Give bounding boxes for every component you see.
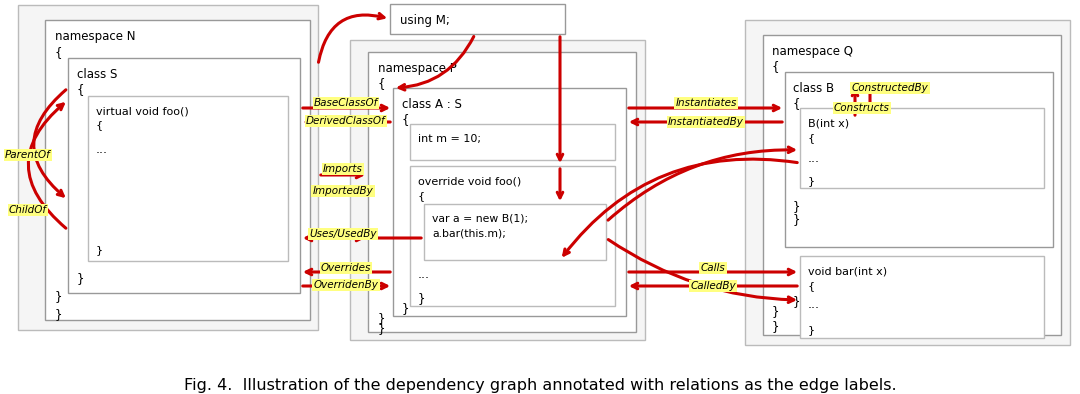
Text: class S: class S xyxy=(77,68,118,81)
Bar xyxy=(350,40,645,340)
Text: {: { xyxy=(793,97,800,110)
Text: Constructs: Constructs xyxy=(834,103,890,113)
Text: }: } xyxy=(772,320,780,333)
Bar xyxy=(800,108,1044,188)
Bar xyxy=(410,124,615,160)
Text: Fig. 4.  Illustration of the dependency graph annotated with relations as the ed: Fig. 4. Illustration of the dependency g… xyxy=(184,378,896,393)
Bar xyxy=(785,72,1053,247)
Bar xyxy=(45,20,310,320)
Text: namespace Q: namespace Q xyxy=(772,45,853,58)
Text: }: } xyxy=(418,292,426,305)
Text: }: } xyxy=(808,325,815,335)
Text: }: } xyxy=(55,308,63,321)
Bar xyxy=(800,256,1044,338)
Text: {: { xyxy=(378,77,386,90)
Text: {: { xyxy=(772,60,780,73)
Text: int m = 10;: int m = 10; xyxy=(418,134,481,144)
Text: {: { xyxy=(808,133,815,143)
Bar xyxy=(68,58,300,293)
Text: }: } xyxy=(77,272,84,285)
Text: }: } xyxy=(378,312,386,325)
Bar xyxy=(393,88,626,316)
Text: }: } xyxy=(402,302,409,315)
Text: var a = new B(1);: var a = new B(1); xyxy=(432,213,528,223)
Text: Uses/UsedBy: Uses/UsedBy xyxy=(309,229,377,239)
Text: ...: ... xyxy=(808,298,820,311)
Text: }: } xyxy=(793,213,800,226)
Bar xyxy=(18,5,318,330)
Text: }: } xyxy=(808,176,815,186)
Text: }: } xyxy=(772,305,780,318)
Text: void bar(int x): void bar(int x) xyxy=(808,266,887,276)
Bar xyxy=(87,96,288,261)
Text: Overrides: Overrides xyxy=(321,263,372,273)
Bar xyxy=(424,204,606,260)
Text: Imports: Imports xyxy=(323,164,363,174)
Text: {: { xyxy=(402,113,409,126)
Text: ChildOf: ChildOf xyxy=(9,205,48,215)
Text: ConstructedBy: ConstructedBy xyxy=(852,83,929,93)
Text: B(int x): B(int x) xyxy=(808,118,849,128)
Text: {: { xyxy=(808,281,815,291)
Text: {: { xyxy=(77,83,84,96)
Text: ImportedBy: ImportedBy xyxy=(312,186,374,196)
Text: OverridenBy: OverridenBy xyxy=(313,280,378,290)
Text: class B: class B xyxy=(793,82,834,95)
Bar xyxy=(390,4,565,34)
Text: virtual void foo(): virtual void foo() xyxy=(96,106,189,116)
Text: CalledBy: CalledBy xyxy=(690,281,735,291)
Text: class A : S: class A : S xyxy=(402,98,462,111)
Text: {: { xyxy=(96,120,103,130)
Text: override void foo(): override void foo() xyxy=(418,176,522,186)
Text: a.bar(this.m);: a.bar(this.m); xyxy=(432,228,505,238)
Text: InstantiatedBy: InstantiatedBy xyxy=(669,117,744,127)
Text: ...: ... xyxy=(808,152,820,165)
Text: ...: ... xyxy=(418,268,430,281)
Text: Calls: Calls xyxy=(701,263,726,273)
Text: }: } xyxy=(793,200,800,213)
Text: using M;: using M; xyxy=(400,14,450,27)
Text: DerivedClassOf: DerivedClassOf xyxy=(307,116,386,126)
Text: namespace P: namespace P xyxy=(378,62,457,75)
Text: Instantiates: Instantiates xyxy=(675,98,737,108)
Bar xyxy=(745,20,1070,345)
Text: BaseClassOf: BaseClassOf xyxy=(314,98,378,108)
Text: }: } xyxy=(793,295,800,308)
Text: {: { xyxy=(55,46,63,59)
Text: ...: ... xyxy=(96,143,108,156)
Bar xyxy=(410,166,615,306)
Text: }: } xyxy=(378,322,386,335)
Text: namespace N: namespace N xyxy=(55,30,135,43)
Text: }: } xyxy=(55,290,63,303)
Bar xyxy=(368,52,636,332)
Text: }: } xyxy=(96,245,103,255)
Bar xyxy=(762,35,1061,335)
Text: {: { xyxy=(418,191,426,201)
Text: ParentOf: ParentOf xyxy=(5,150,51,160)
